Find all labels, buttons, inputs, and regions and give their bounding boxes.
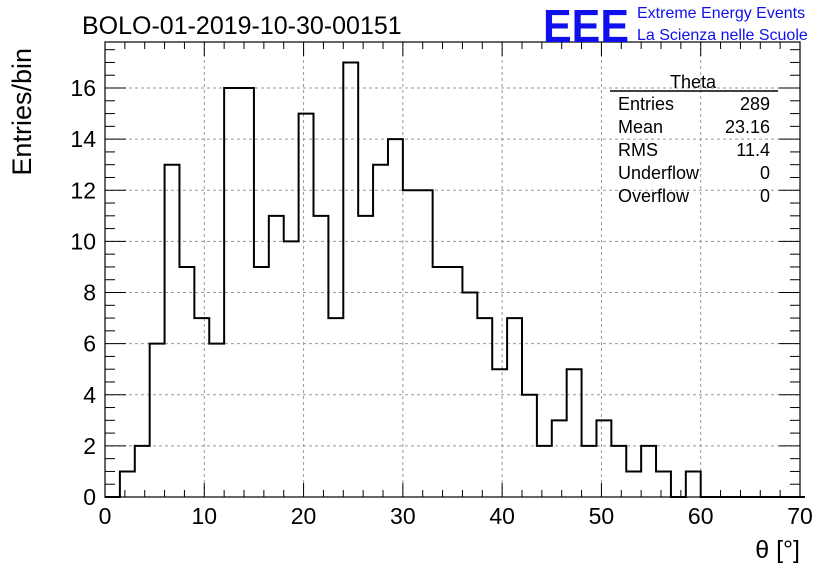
y-tick-label: 8 — [83, 280, 96, 306]
histogram-bin — [358, 216, 373, 497]
x-tick-label: 10 — [191, 503, 217, 529]
histogram-bin — [552, 420, 567, 497]
stats-label-underflow: Underflow — [618, 163, 700, 183]
histogram-bin — [507, 318, 522, 497]
histogram-bin — [314, 216, 329, 497]
histogram-bin — [135, 446, 150, 497]
tick-label-layer: 0 10 20 30 40 50 60 70 0 2 4 6 8 10 12 14 16 — [70, 75, 812, 529]
histogram-bin — [343, 62, 358, 497]
histogram-bin — [194, 318, 209, 497]
x-tick-label: 60 — [688, 503, 714, 529]
histogram-bin — [165, 165, 180, 497]
stats-value-rms: 11.4 — [736, 140, 770, 160]
y-tick-label: 16 — [70, 75, 96, 101]
histogram-bin — [299, 114, 314, 497]
histogram-bin — [596, 420, 611, 497]
x-tick-label: 40 — [489, 503, 515, 529]
histogram-bin — [641, 446, 656, 497]
histogram-bin — [150, 344, 165, 497]
histogram-bin — [209, 344, 224, 497]
stats-label-overflow: Overflow — [618, 186, 690, 206]
stats-label-entries: Entries — [618, 94, 674, 114]
x-tick-label: 50 — [589, 503, 615, 529]
histogram-bin — [120, 471, 135, 497]
histogram-bin — [686, 471, 701, 497]
histogram-bin — [388, 139, 403, 497]
logo-line-2: La Scienza nelle Scuole — [637, 27, 808, 44]
x-tick-label: 70 — [787, 503, 813, 529]
histogram-bin — [537, 446, 552, 497]
x-axis-label: θ [°] — [755, 536, 800, 564]
logo-line-1: Extreme Energy Events — [637, 5, 805, 22]
stats-value-entries: 289 — [740, 94, 770, 114]
y-tick-label: 6 — [83, 331, 96, 357]
histogram-bin — [611, 446, 626, 497]
histogram-bin — [522, 395, 537, 497]
histogram-bin — [373, 165, 388, 497]
y-tick-label: 4 — [83, 382, 96, 408]
histogram-bin — [582, 446, 597, 497]
stats-box: Theta Entries 289 Mean 23.16 RMS 11.4 Un… — [610, 72, 778, 206]
histogram-bin — [284, 241, 299, 497]
y-tick-label: 12 — [70, 177, 96, 203]
histogram-bin — [462, 293, 477, 497]
histogram-bin — [477, 318, 492, 497]
y-axis-label: Entries/bin — [7, 48, 37, 176]
histogram-bins — [120, 62, 701, 497]
histogram-bin — [328, 318, 343, 497]
x-tick-label: 20 — [291, 503, 317, 529]
histogram-line — [105, 61, 805, 498]
histogram-bin — [433, 267, 448, 497]
histogram-bin — [656, 471, 671, 497]
eee-logo: EEE — [543, 0, 629, 52]
x-tick-label: 0 — [99, 503, 112, 529]
histogram-bin — [254, 267, 269, 497]
y-tick-label: 0 — [83, 484, 96, 510]
stats-value-underflow: 0 — [760, 163, 770, 183]
histogram-bin — [492, 369, 507, 497]
plot-frame — [104, 41, 801, 498]
stats-title: Theta — [670, 72, 717, 92]
stats-value-mean: 23.16 — [725, 117, 770, 137]
stats-label-rms: RMS — [618, 140, 658, 160]
histogram-bin — [448, 267, 463, 497]
histogram-bin — [269, 216, 284, 497]
y-tick-label: 2 — [83, 433, 96, 459]
tick-layer — [104, 42, 801, 498]
run-title: BOLO-01-2019-10-30-00151 — [82, 12, 402, 40]
x-tick-label: 30 — [390, 503, 416, 529]
histogram-bin — [626, 471, 641, 497]
y-tick-label: 14 — [70, 126, 96, 152]
stats-label-mean: Mean — [618, 117, 663, 137]
y-tick-label: 10 — [70, 228, 96, 254]
histogram-bin — [179, 267, 194, 497]
stats-value-overflow: 0 — [760, 186, 770, 206]
histogram-bin — [567, 369, 582, 497]
grid-layer — [105, 42, 800, 497]
